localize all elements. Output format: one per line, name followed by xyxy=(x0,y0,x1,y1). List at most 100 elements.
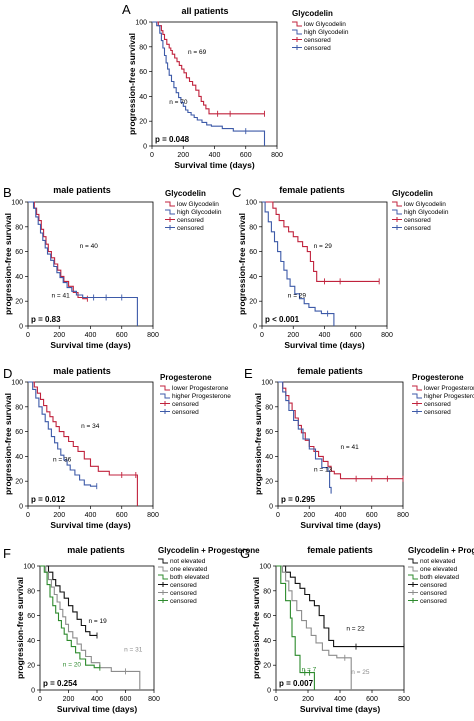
panel-e-p-value: p = 0.295 xyxy=(281,495,316,504)
panel-d-frame xyxy=(27,381,154,507)
panel-g-p-value: p = 0.007 xyxy=(279,679,314,688)
panel-g-series-1-n-label: n = 22 xyxy=(346,625,365,632)
panel-e-series-1-curve xyxy=(278,381,403,480)
panel-e-xtick-label: 600 xyxy=(366,512,378,519)
panel-e-xtick-label: 400 xyxy=(335,512,347,519)
panel-e-xtick-label: 0 xyxy=(276,512,280,519)
panel-a-ytick-label: 40 xyxy=(139,94,147,101)
panel-c-legend-swatch xyxy=(392,209,402,215)
panel-g-legend-entry: censored xyxy=(420,598,447,605)
panel-a-xtick-label: 0 xyxy=(150,152,154,159)
panel-a-legend-entry: censored xyxy=(304,37,331,44)
panel-f-legend-entry: one elevated xyxy=(170,566,208,573)
panel-d-xtick-label: 600 xyxy=(116,512,128,519)
panel-a-ytick-label: 20 xyxy=(139,119,147,126)
panel-g-legend-entry: censored xyxy=(420,582,447,589)
panel-g-series-1-curve xyxy=(276,565,404,648)
panel-g-title: female patients xyxy=(307,545,373,555)
panel-e-xtick-label: 800 xyxy=(397,512,409,519)
panel-g-ytick-label: 0 xyxy=(267,688,271,695)
panel-g-frame xyxy=(275,565,405,691)
panel-a-xlabel: Survival time (days) xyxy=(174,160,254,170)
panel-a-series-2-n-label: n = 70 xyxy=(169,99,188,106)
panel-a-ytick-label: 80 xyxy=(139,44,147,51)
panel-d-ytick-label: 60 xyxy=(15,429,23,436)
panel-e-series-1-n-label: n = 41 xyxy=(341,444,360,451)
panel-c-xlabel: Survival time (days) xyxy=(284,340,364,350)
panel-c-letter: C xyxy=(232,185,241,200)
panel-a-xtick-label: 600 xyxy=(240,152,252,159)
panel-a-legend-entry: censored xyxy=(304,45,331,52)
panel-f-series-1-curve xyxy=(40,565,97,636)
panel-a-series-2-curve xyxy=(152,21,266,146)
panel-e-xlabel: Survival time (days) xyxy=(300,520,380,530)
panel-d-series-2-n-label: n = 36 xyxy=(53,456,72,463)
panel-b-xtick-label: 800 xyxy=(147,332,159,339)
panel-a-xtick-label: 400 xyxy=(209,152,221,159)
panel-c-ytick-label: 20 xyxy=(249,299,257,306)
panel-d-legend-entry: higher Progesterone xyxy=(172,393,231,400)
panel-b-ytick-label: 40 xyxy=(15,274,23,281)
panel-f-ytick-label: 0 xyxy=(31,688,35,695)
panel-d-legend-swatch xyxy=(160,393,170,399)
panel-b-legend-title: Glycodelin xyxy=(165,189,206,198)
panel-e-series-2-curve xyxy=(278,381,332,494)
panel-f-legend-entry: both elevated xyxy=(170,574,209,581)
panel-d-legend-entry: censored xyxy=(172,401,199,408)
panel-e-ytick-label: 40 xyxy=(265,454,273,461)
panel-f-legend-title: Glycodelin + Progesterone xyxy=(158,546,260,555)
panel-d-legend-entry: censored xyxy=(172,409,199,416)
panel-c-legend-entry: censored xyxy=(404,225,431,232)
panel-c-series-2-curve xyxy=(262,201,335,326)
panel-e-ytick-label: 0 xyxy=(269,504,273,511)
panel-b-series-1-n-label: n = 40 xyxy=(80,243,99,250)
panel-a-ytick-label: 60 xyxy=(139,69,147,76)
panel-c-xtick-label: 200 xyxy=(287,332,299,339)
panel-a-ytick-label: 0 xyxy=(143,144,147,151)
panel-a-legend-swatch xyxy=(292,21,302,27)
panel-g-letter: G xyxy=(240,546,250,561)
panel-a-series-1-curve xyxy=(152,21,265,115)
panel-d-ytick-label: 0 xyxy=(19,504,23,511)
panel-a-xtick-label: 200 xyxy=(177,152,189,159)
panel-g-xtick-label: 800 xyxy=(398,696,410,703)
panel-d-ytick-label: 100 xyxy=(11,380,23,387)
panel-g-xtick-label: 0 xyxy=(274,696,278,703)
panel-c-legend-title: Glycodelin xyxy=(392,189,433,198)
panel-e-legend-entry: censored xyxy=(424,401,451,408)
panel-c-xtick-label: 400 xyxy=(319,332,331,339)
panel-f-xlabel: Survival time (days) xyxy=(57,704,137,714)
panel-b-xtick-label: 400 xyxy=(85,332,97,339)
panel-b-p-value: p = 0.83 xyxy=(31,315,61,324)
panel-b-ylabel: progression-free survival xyxy=(3,213,13,315)
panel-d-legend-entry: lower Progesterone xyxy=(172,385,229,392)
panel-e-ytick-label: 60 xyxy=(265,429,273,436)
panel-f-ytick-label: 60 xyxy=(27,613,35,620)
panel-b-title: male patients xyxy=(53,185,111,195)
panel-f-xtick-label: 800 xyxy=(148,696,160,703)
panel-c-legend-entry: high Glycodelin xyxy=(404,209,449,216)
panel-e-ylabel: progression-free survival xyxy=(253,393,263,495)
panel-b-series-2-curve xyxy=(28,201,138,326)
panel-c-ytick-label: 60 xyxy=(249,249,257,256)
panel-e-legend-entry: higher Progesterone xyxy=(424,393,474,400)
panel-g-xtick-label: 400 xyxy=(334,696,346,703)
panel-b-legend-swatch xyxy=(165,209,175,215)
panel-b-ytick-label: 0 xyxy=(19,324,23,331)
panel-a-legend-swatch xyxy=(292,29,302,35)
panel-a-xtick-label: 800 xyxy=(271,152,283,159)
panel-c-ytick-label: 40 xyxy=(249,274,257,281)
panel-e-ytick-label: 80 xyxy=(265,404,273,411)
panel-g-ytick-label: 40 xyxy=(263,638,271,645)
panel-b-ytick-label: 100 xyxy=(11,200,23,207)
panel-f-legend-entry: censored xyxy=(170,590,197,597)
panel-c-series-1-curve xyxy=(262,201,380,282)
panel-g-legend-entry: censored xyxy=(420,590,447,597)
panel-e-title: female patients xyxy=(297,366,363,376)
panel-a-frame xyxy=(151,21,278,147)
panel-d-series-2-curve xyxy=(28,381,97,487)
panel-f-letter: F xyxy=(3,546,11,561)
panel-f-ytick-label: 80 xyxy=(27,588,35,595)
panel-g-ytick-label: 60 xyxy=(263,613,271,620)
